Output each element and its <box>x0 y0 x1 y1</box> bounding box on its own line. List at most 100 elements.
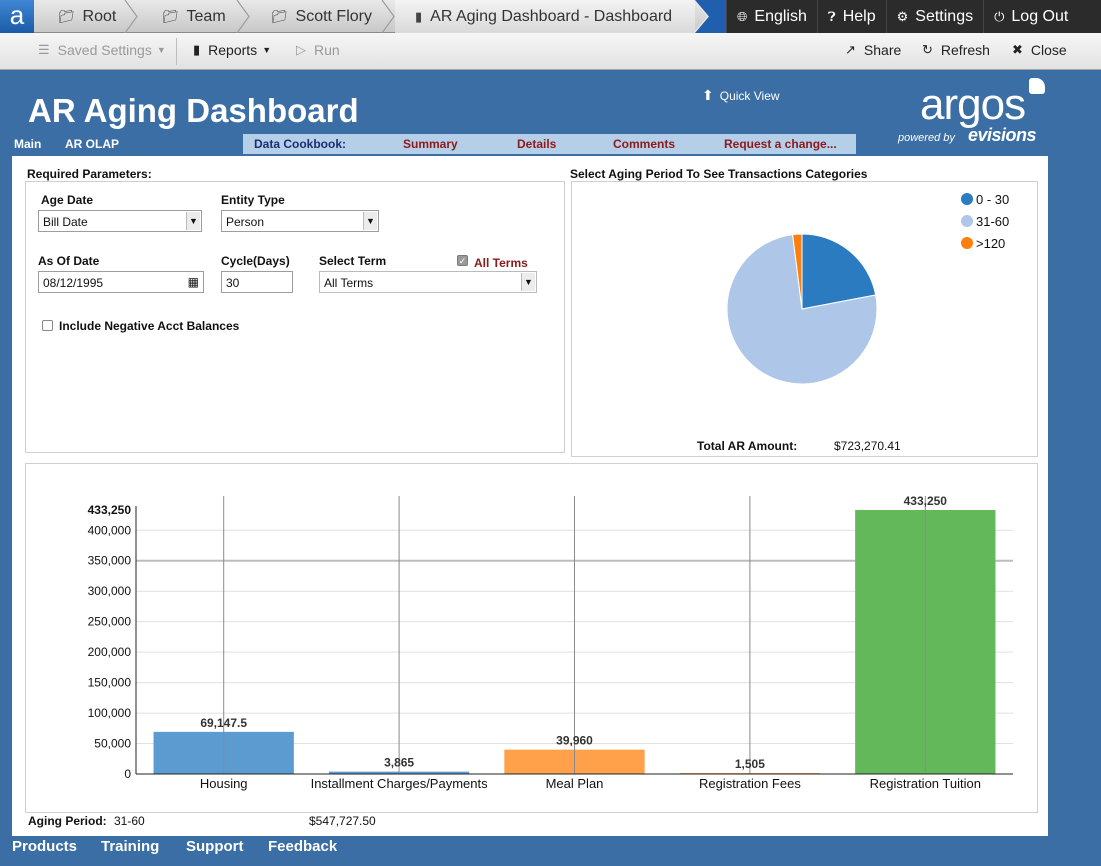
toolbar-divider <box>176 38 177 65</box>
breadcrumb-root[interactable]: 📁︎ Root <box>58 0 116 33</box>
pointer-icon: ⬆ <box>702 87 714 103</box>
quick-view-link[interactable]: ⬆ Quick View <box>702 87 780 103</box>
breadcrumb-end-arrow <box>693 0 728 34</box>
x-tick-label: Installment Charges/Payments <box>311 776 489 791</box>
legend-label: 31-60 <box>976 214 1009 229</box>
aging-period-amount: $547,727.50 <box>309 814 376 828</box>
as-of-date-field[interactable]: 08/12/1995 ▦ <box>38 271 204 293</box>
y-tick-label: 200,000 <box>88 645 132 659</box>
language-button[interactable]: 🌐︎ English <box>726 0 817 33</box>
refresh-button[interactable]: ↻ Refresh <box>922 42 990 58</box>
close-icon: ✖ <box>1012 42 1023 57</box>
cookbook-comments-link[interactable]: Comments <box>613 137 676 151</box>
x-tick-label: Registration Tuition <box>870 776 981 791</box>
tab-ar-olap[interactable]: AR OLAP <box>65 137 119 151</box>
chevron-down-icon: ▼ <box>521 273 535 291</box>
bar-value-label: 69,147.5 <box>200 716 247 730</box>
bar-value-label: 1,505 <box>735 757 765 771</box>
folder-icon: 📁︎ <box>162 8 179 24</box>
share-icon: ↗ <box>845 42 856 57</box>
aging-period-pie-box: 0 - 30 31-60 >120 Total AR Amount: $723,27… <box>571 181 1038 457</box>
argos-logo[interactable]: a <box>0 0 34 33</box>
y-tick-label: 250,000 <box>88 615 132 629</box>
settings-button[interactable]: ⚙︎ Settings <box>885 0 983 33</box>
chevron-down-icon: ▼ <box>363 212 377 230</box>
breadcrumb-root-label: Root <box>82 7 117 25</box>
footer-products-link[interactable]: Products <box>12 838 78 855</box>
legend-swatch <box>961 237 973 249</box>
footer-support-link[interactable]: Support <box>186 838 244 855</box>
age-date-select[interactable]: Bill Date ▼ <box>38 210 202 232</box>
bar-value-label: 3,865 <box>384 756 414 770</box>
y-tick-label: 300,000 <box>88 584 132 598</box>
y-tick-label: 50,000 <box>94 737 131 751</box>
cookbook-summary-link[interactable]: Summary <box>403 137 458 151</box>
list-icon: ☰ <box>38 42 50 57</box>
category-bar-box: 0 50,000 100,000 150,000 200,000 250,000 300,0… <box>25 463 1038 813</box>
global-actions: 🌐︎ English ❓︎ Help ⚙︎ Settings ⏻︎ Log Ou… <box>726 0 1101 33</box>
saved-settings-dropdown[interactable]: ☰ Saved Settings ▼ <box>38 42 166 58</box>
legend-label: 0 - 30 <box>976 192 1009 207</box>
breadcrumb-document[interactable]: ▮ AR Aging Dashboard - Dashboard <box>395 0 695 33</box>
breadcrumb-document-label: AR Aging Dashboard - Dashboard <box>430 7 673 25</box>
caret-down-icon: ▼ <box>262 45 272 55</box>
argos-brand-logo: argos powered by evisions <box>896 78 1056 150</box>
pie-slice[interactable] <box>801 233 877 310</box>
x-tick-label: Housing <box>200 776 248 791</box>
footer-feedback-link[interactable]: Feedback <box>268 838 338 855</box>
caret-down-icon: ▼ <box>156 45 166 55</box>
y-max-label: 433,250 <box>88 503 132 517</box>
legend-label: >120 <box>976 236 1005 251</box>
y-tick-label: 100,000 <box>88 706 132 720</box>
y-tick-label: 150,000 <box>88 676 132 690</box>
negative-balances-label: Include Negative Acct Balances <box>59 319 240 333</box>
breadcrumb-team[interactable]: 📁︎ Team <box>162 0 226 33</box>
entity-type-select[interactable]: Person ▼ <box>221 210 379 232</box>
toolbar: ☰ Saved Settings ▼ ▮ Reports ▼ ▷ Run ↗ S… <box>0 33 1101 70</box>
breadcrumb-separator <box>124 0 138 33</box>
entity-type-label: Entity Type <box>221 193 285 207</box>
breadcrumb-separator <box>236 0 250 33</box>
close-button[interactable]: ✖ Close <box>1012 42 1067 58</box>
document-icon: ▮ <box>193 42 201 57</box>
breadcrumb-user[interactable]: 📁︎ Scott Flory <box>271 0 372 33</box>
all-terms-checkbox[interactable]: ✓ <box>457 255 468 266</box>
gear-icon: ⚙︎ <box>896 8 909 24</box>
select-term-select[interactable]: All Terms ▼ <box>319 271 537 293</box>
category-bar-chart: 0 50,000 100,000 150,000 200,000 250,000 300,0… <box>88 494 1013 791</box>
cookbook-details-link[interactable]: Details <box>517 137 557 151</box>
bar-value-label: 39,960 <box>556 734 593 748</box>
logout-button[interactable]: ⏻︎ Log Out <box>983 0 1078 33</box>
help-icon: ❓︎ <box>827 8 836 24</box>
share-button[interactable]: ↗ Share <box>845 42 902 58</box>
breadcrumb: a 📁︎ Root 📁︎ Team 📁︎ Scott Flory ▮ AR Ag… <box>0 0 1101 34</box>
reports-dropdown[interactable]: ▮ Reports ▼ <box>193 42 272 58</box>
total-ar-label: Total AR Amount: <box>697 439 798 453</box>
breadcrumb-team-label: Team <box>186 7 226 25</box>
pie-slice[interactable] <box>792 233 803 310</box>
breadcrumb-separator <box>381 0 395 33</box>
bar-value-label: 433,250 <box>904 494 948 508</box>
breadcrumb-user-label: Scott Flory <box>295 7 372 25</box>
cycle-days-label: Cycle(Days) <box>221 254 290 268</box>
cookbook-request-link[interactable]: Request a change... <box>724 137 837 151</box>
data-cookbook-bar: Data Cookbook: Summary Details Comments … <box>243 134 856 154</box>
all-terms-label: All Terms <box>474 256 528 270</box>
tab-main[interactable]: Main <box>14 137 42 151</box>
cookbook-label: Data Cookbook: <box>254 137 347 151</box>
calendar-icon[interactable]: ▦ <box>187 275 199 289</box>
params-title: Required Parameters: <box>27 167 152 181</box>
y-tick-label: 350,000 <box>88 554 132 568</box>
legend-swatch <box>961 215 973 227</box>
as-of-date-label: As Of Date <box>38 254 100 268</box>
y-tick-label: 0 <box>124 767 131 781</box>
negative-balances-checkbox[interactable] <box>42 320 53 331</box>
cycle-days-field[interactable]: 30 <box>221 271 293 293</box>
pie-slice[interactable] <box>726 234 878 385</box>
footer-training-link[interactable]: Training <box>101 838 160 855</box>
run-button[interactable]: ▷ Run <box>296 42 340 58</box>
aging-period-pie-chart[interactable]: 0 - 30 31-60 >120 <box>572 182 1037 456</box>
help-button[interactable]: ❓︎ Help <box>816 0 886 33</box>
brand-mark <box>1029 78 1045 94</box>
folder-icon: 📁︎ <box>271 8 288 24</box>
